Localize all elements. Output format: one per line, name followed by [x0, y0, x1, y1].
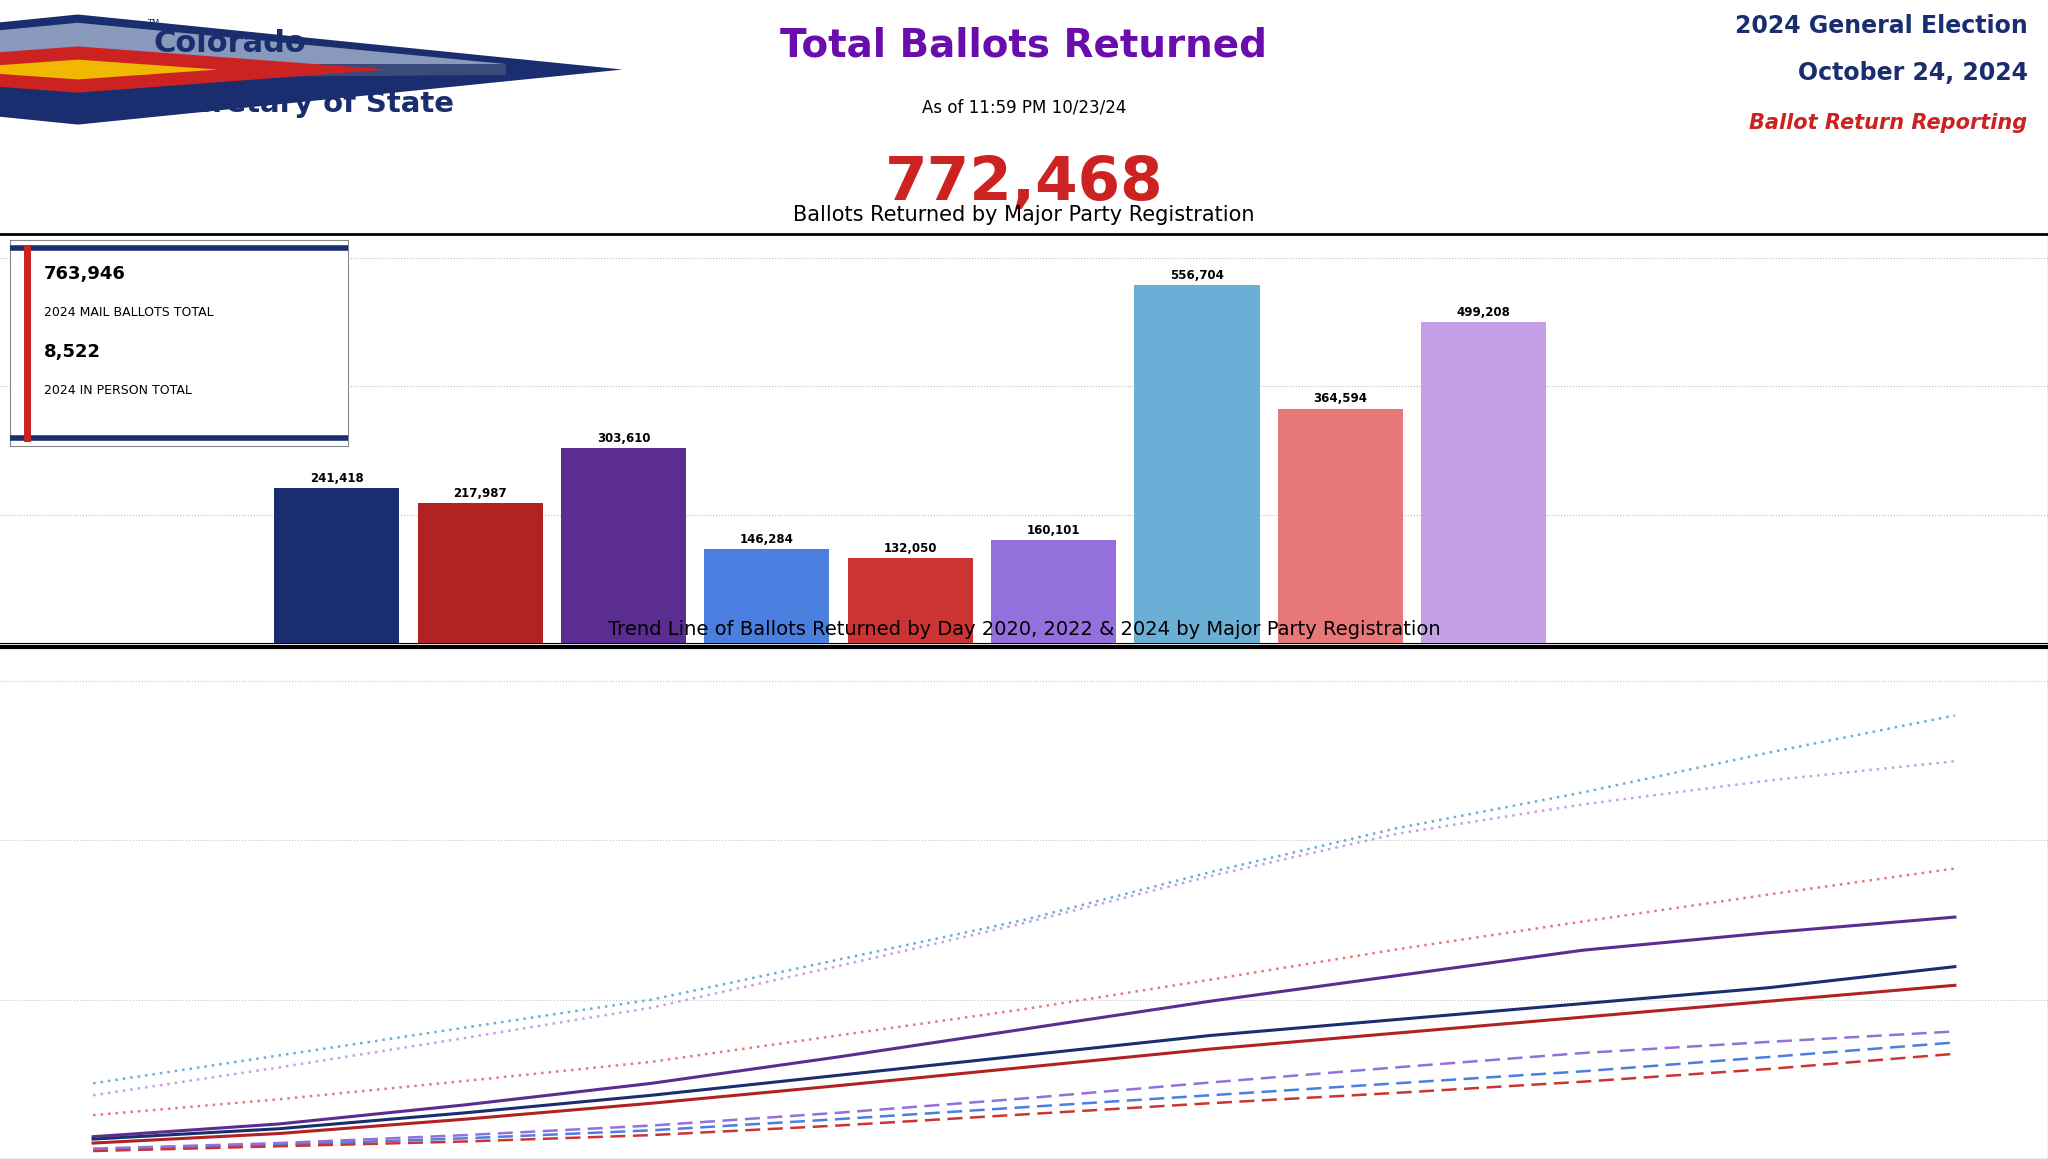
Text: 132,050: 132,050	[883, 541, 938, 555]
Text: 217,987: 217,987	[453, 487, 508, 500]
Text: TM: TM	[147, 19, 160, 28]
Bar	[274, 488, 399, 643]
Bar	[418, 503, 543, 643]
Text: Ballot Return Reporting: Ballot Return Reporting	[1749, 114, 2028, 133]
Bar	[1421, 322, 1546, 643]
Bar	[1278, 409, 1403, 643]
Polygon shape	[0, 23, 506, 64]
Text: 556,704: 556,704	[1169, 269, 1225, 282]
Polygon shape	[0, 46, 389, 93]
Bar	[1135, 285, 1260, 643]
Polygon shape	[0, 64, 78, 78]
Polygon shape	[78, 64, 506, 78]
Text: 146,284: 146,284	[739, 533, 795, 546]
Text: Secretary of State: Secretary of State	[154, 89, 453, 118]
Text: Total Ballots Returned: Total Ballots Returned	[780, 27, 1268, 64]
Bar	[991, 540, 1116, 643]
Bar	[848, 559, 973, 643]
Polygon shape	[0, 14, 623, 124]
Text: 241,418: 241,418	[309, 472, 365, 484]
Text: 2024 General Election: 2024 General Election	[1735, 14, 2028, 38]
Text: 772,468: 772,468	[885, 154, 1163, 213]
Text: 364,594: 364,594	[1313, 392, 1368, 406]
Legend: 2024 DEM, 2024 REP, 2024 UAF, 2022 DEM, 2022 REP, 2022 UAF, 2020 DEM, 2020 REP, : 2024 DEM, 2024 REP, 2024 UAF, 2022 DEM, …	[557, 650, 1491, 673]
Text: 303,610: 303,610	[596, 431, 651, 445]
Text: 499,208: 499,208	[1456, 306, 1511, 319]
Text: October 24, 2024: October 24, 2024	[1798, 60, 2028, 85]
Title: Ballots Returned by Major Party Registration: Ballots Returned by Major Party Registra…	[793, 205, 1255, 225]
Bar	[561, 449, 686, 643]
Polygon shape	[0, 59, 217, 80]
Text: Colorado: Colorado	[154, 29, 307, 58]
Text: 160,101: 160,101	[1026, 524, 1081, 537]
Text: As of 11:59 PM 10/23/24: As of 11:59 PM 10/23/24	[922, 99, 1126, 117]
Title: Trend Line of Ballots Returned by Day 2020, 2022 & 2024 by Major Party Registrat: Trend Line of Ballots Returned by Day 20…	[608, 620, 1440, 639]
Bar	[705, 549, 829, 643]
